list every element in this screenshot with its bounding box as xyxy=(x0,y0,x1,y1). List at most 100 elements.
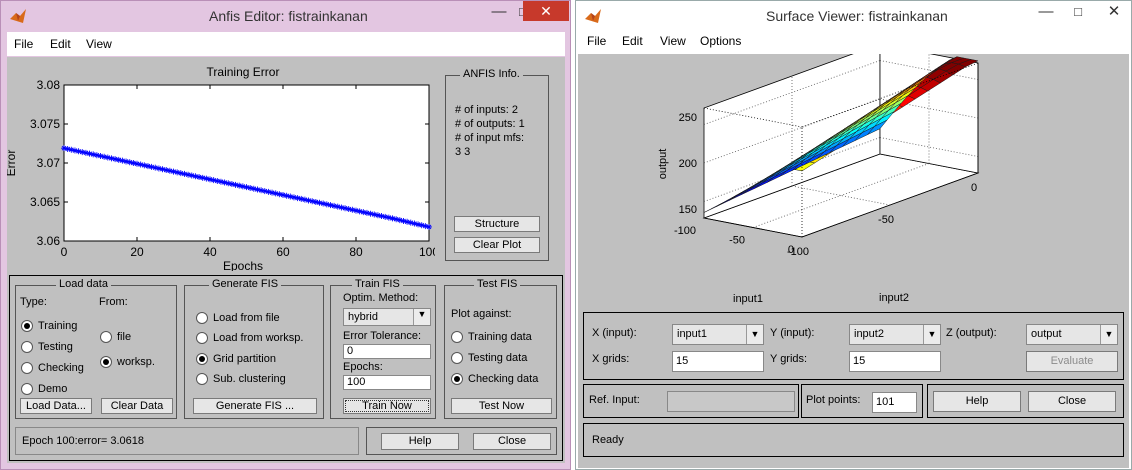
error-point-marker xyxy=(258,187,265,194)
error-point-marker xyxy=(309,198,316,205)
x-input-label: X (input): xyxy=(592,327,637,339)
z-output-select[interactable]: output ▼ xyxy=(1026,324,1118,345)
error-point-marker xyxy=(159,166,166,173)
maximize-icon[interactable]: □ xyxy=(1074,4,1082,19)
surface-titlebar: Surface Viewer: fistrainkanan — □ ✕ xyxy=(576,1,1131,31)
close-window-icon[interactable]: ✕ xyxy=(523,1,569,21)
radio-checking-label: Checking xyxy=(38,362,84,374)
error-point-marker xyxy=(210,177,217,184)
status-text: Epoch 100:error= 3.0618 xyxy=(22,435,145,447)
z-tick-label: 200 xyxy=(679,158,697,170)
y-tick-label: 3.075 xyxy=(30,117,60,131)
anfis-figure: Training Error 3.08 3.075 3.07 3.065 3.06 0 2… xyxy=(7,57,565,463)
training-error-plot: Training Error 3.08 3.075 3.07 3.065 3.06 0 2… xyxy=(7,65,435,271)
menu-view[interactable]: View xyxy=(660,34,686,48)
close-button[interactable]: Close xyxy=(1028,391,1116,412)
help-button[interactable]: Help xyxy=(933,391,1021,412)
radio-workspace[interactable] xyxy=(100,356,112,368)
optim-method-value: hybrid xyxy=(348,311,378,323)
radio-testing[interactable] xyxy=(21,341,33,353)
error-point-marker xyxy=(385,214,392,221)
radio-load-from-file[interactable] xyxy=(196,312,208,324)
optim-method-select[interactable]: hybrid ▼ xyxy=(343,308,431,326)
z-output-value: output xyxy=(1031,328,1062,340)
y-axis-label: Error xyxy=(7,150,18,177)
error-point-marker xyxy=(104,154,111,161)
error-point-marker xyxy=(214,177,221,184)
error-point-marker xyxy=(411,220,418,227)
error-point-marker xyxy=(294,195,301,202)
error-point-marker xyxy=(199,174,206,181)
error-point-marker xyxy=(269,189,276,196)
radio-file[interactable] xyxy=(100,331,112,343)
error-point-marker xyxy=(203,175,210,182)
error-point-marker xyxy=(141,162,148,169)
clear-plot-button[interactable]: Clear Plot xyxy=(454,237,540,253)
test-now-button[interactable]: Test Now xyxy=(451,398,552,414)
menu-options[interactable]: Options xyxy=(700,34,742,48)
generate-fis-button[interactable]: Generate FIS ... xyxy=(193,398,317,414)
menu-view[interactable]: View xyxy=(86,37,112,51)
radio-sub-clustering-label: Sub. clustering xyxy=(213,373,286,385)
minimize-icon[interactable]: — xyxy=(491,3,507,20)
generate-fis-title: Generate FIS xyxy=(209,278,282,290)
radio-sub-clustering[interactable] xyxy=(196,373,208,385)
plot-points-input[interactable]: 101 xyxy=(872,392,917,413)
y-input-label: Y (input): xyxy=(770,327,815,339)
x-grids-input[interactable]: 15 xyxy=(672,351,764,372)
y-tick-label: 3.07 xyxy=(37,156,61,170)
evaluate-button[interactable]: Evaluate xyxy=(1026,351,1118,372)
close-button[interactable]: Close xyxy=(473,433,551,450)
radio-training-data-label: Training data xyxy=(468,331,532,343)
y-grids-input[interactable]: 15 xyxy=(849,351,941,372)
maximize-icon[interactable]: □ xyxy=(511,1,535,23)
ref-input-field[interactable] xyxy=(667,391,795,412)
error-point-marker xyxy=(393,216,400,223)
y-grids-label: Y grids: xyxy=(770,353,808,365)
radio-grid-partition[interactable] xyxy=(196,353,208,365)
epochs-input[interactable]: 100 xyxy=(343,375,431,390)
radio-checking-data[interactable] xyxy=(451,373,463,385)
radio-load-from-workspace[interactable] xyxy=(196,332,208,344)
error-point-marker xyxy=(134,160,140,167)
chevron-down-icon: ▼ xyxy=(1100,325,1117,344)
load-data-button[interactable]: Load Data... xyxy=(20,398,92,414)
radio-training[interactable] xyxy=(21,320,33,332)
help-button[interactable]: Help xyxy=(381,433,459,450)
error-point-marker xyxy=(404,218,411,225)
menu-edit[interactable]: Edit xyxy=(50,37,71,51)
close-window-icon[interactable]: ✕ xyxy=(1107,3,1121,20)
x-input-select[interactable]: input1 ▼ xyxy=(672,324,764,345)
radio-testing-data[interactable] xyxy=(451,352,463,364)
error-point-marker xyxy=(290,194,297,201)
menu-edit[interactable]: Edit xyxy=(622,34,643,48)
error-point-marker xyxy=(378,213,385,220)
error-point-marker xyxy=(185,171,192,178)
error-point-marker xyxy=(254,186,261,193)
radio-checking[interactable] xyxy=(21,362,33,374)
menu-file[interactable]: File xyxy=(14,37,34,51)
x-tick-label: 0 xyxy=(788,244,794,256)
info-mfs-label: # of input mfs: xyxy=(455,132,525,144)
plot-title: Training Error xyxy=(207,65,280,79)
radio-demo[interactable] xyxy=(21,383,33,395)
error-point-marker xyxy=(353,207,359,214)
error-point-marker xyxy=(217,178,224,185)
z-tick-label: 250 xyxy=(679,112,697,124)
z-axis-label: output xyxy=(657,149,669,180)
y-input-select[interactable]: input2 ▼ xyxy=(849,324,941,345)
train-now-button[interactable]: Train Now xyxy=(343,398,431,414)
error-point-marker xyxy=(207,176,213,183)
error-point-marker xyxy=(155,165,162,172)
menu-file[interactable]: File xyxy=(587,34,607,48)
z-output-label: Z (output): xyxy=(946,327,997,339)
minimize-icon[interactable]: — xyxy=(1038,3,1054,20)
left-wall-pane xyxy=(703,54,881,219)
y-tick-label: 3.06 xyxy=(37,234,61,248)
radio-training-data[interactable] xyxy=(451,331,463,343)
epochs-label: Epochs: xyxy=(343,361,383,373)
error-tolerance-input[interactable]: 0 xyxy=(343,344,431,359)
clear-data-button[interactable]: Clear Data xyxy=(101,398,173,414)
structure-button[interactable]: Structure xyxy=(454,216,540,232)
y-tick-label: 3.065 xyxy=(30,195,60,209)
